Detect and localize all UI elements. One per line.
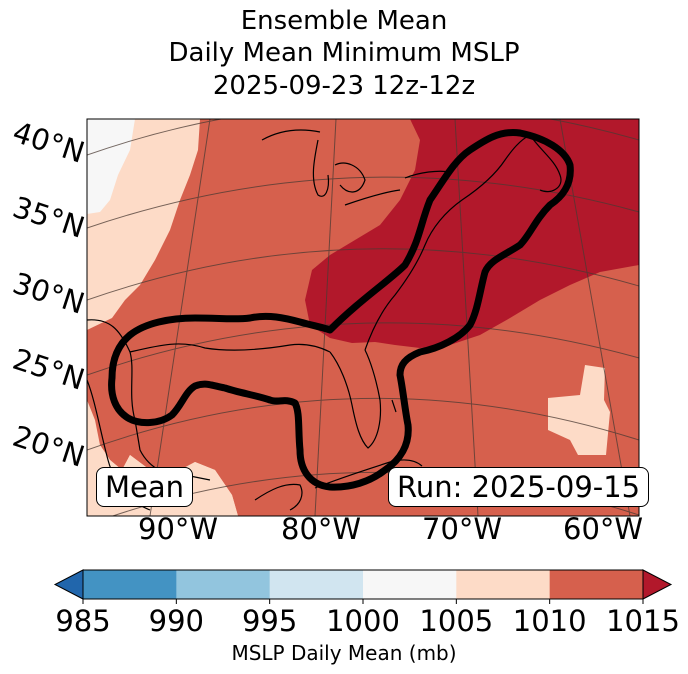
colorbar-segment-1010_1015 <box>549 570 644 599</box>
colorbar-tick-1005: 1005 <box>419 604 494 638</box>
colorbar-tick-1015: 1015 <box>606 604 680 638</box>
colorbar-segment-995_1000 <box>269 570 364 599</box>
title-line-2: Daily Mean Minimum MSLP <box>168 38 520 68</box>
great-lakes-erie <box>344 189 401 206</box>
great-lakes-michigan <box>312 139 330 197</box>
gulf-north-coast <box>129 343 331 353</box>
colorbar-segment-1000_1005 <box>363 570 457 599</box>
lon-label-90w: 90°W <box>138 512 219 546</box>
colorbar-tick-1000: 1000 <box>326 604 400 638</box>
pressure-field-above-1015 <box>305 119 639 348</box>
map-panel <box>86 118 640 517</box>
title-line-3: 2025-09-23 12z-12z <box>212 71 476 101</box>
run-date-box: Run: 2025-09-15 <box>388 467 650 507</box>
colorbar-segment-985_990 <box>83 570 177 599</box>
maritimes <box>529 134 562 193</box>
title-line-1: Ensemble Mean <box>240 6 448 36</box>
colorbar-tick-1010: 1010 <box>512 604 587 638</box>
contour-1010mb <box>108 128 574 491</box>
mean-label-box: Mean <box>96 467 194 507</box>
map-border <box>86 118 640 517</box>
lon-label-70w: 70°W <box>422 512 503 546</box>
lon-label-80w: 80°W <box>281 512 362 546</box>
colorbar-segment-1005_1010 <box>456 570 551 599</box>
colorbar-tick-985: 985 <box>55 604 111 638</box>
pressure-field-1005-patch <box>548 365 610 455</box>
east-coast <box>364 134 531 351</box>
colorbar-tick-990: 990 <box>148 604 205 638</box>
florida <box>329 349 382 449</box>
colorbar-tick-995: 995 <box>241 604 298 638</box>
colorbar-segment-990_995 <box>176 570 271 599</box>
lon-label-60w: 60°W <box>563 512 644 546</box>
colorbar-extend-high <box>642 569 673 600</box>
colorbar-extend-low <box>53 569 84 600</box>
great-lakes-superior <box>261 129 321 141</box>
great-lakes-huron <box>334 162 366 193</box>
colorbar-label: MSLP Daily Mean (mb) <box>231 641 457 665</box>
yucatan <box>254 483 303 511</box>
